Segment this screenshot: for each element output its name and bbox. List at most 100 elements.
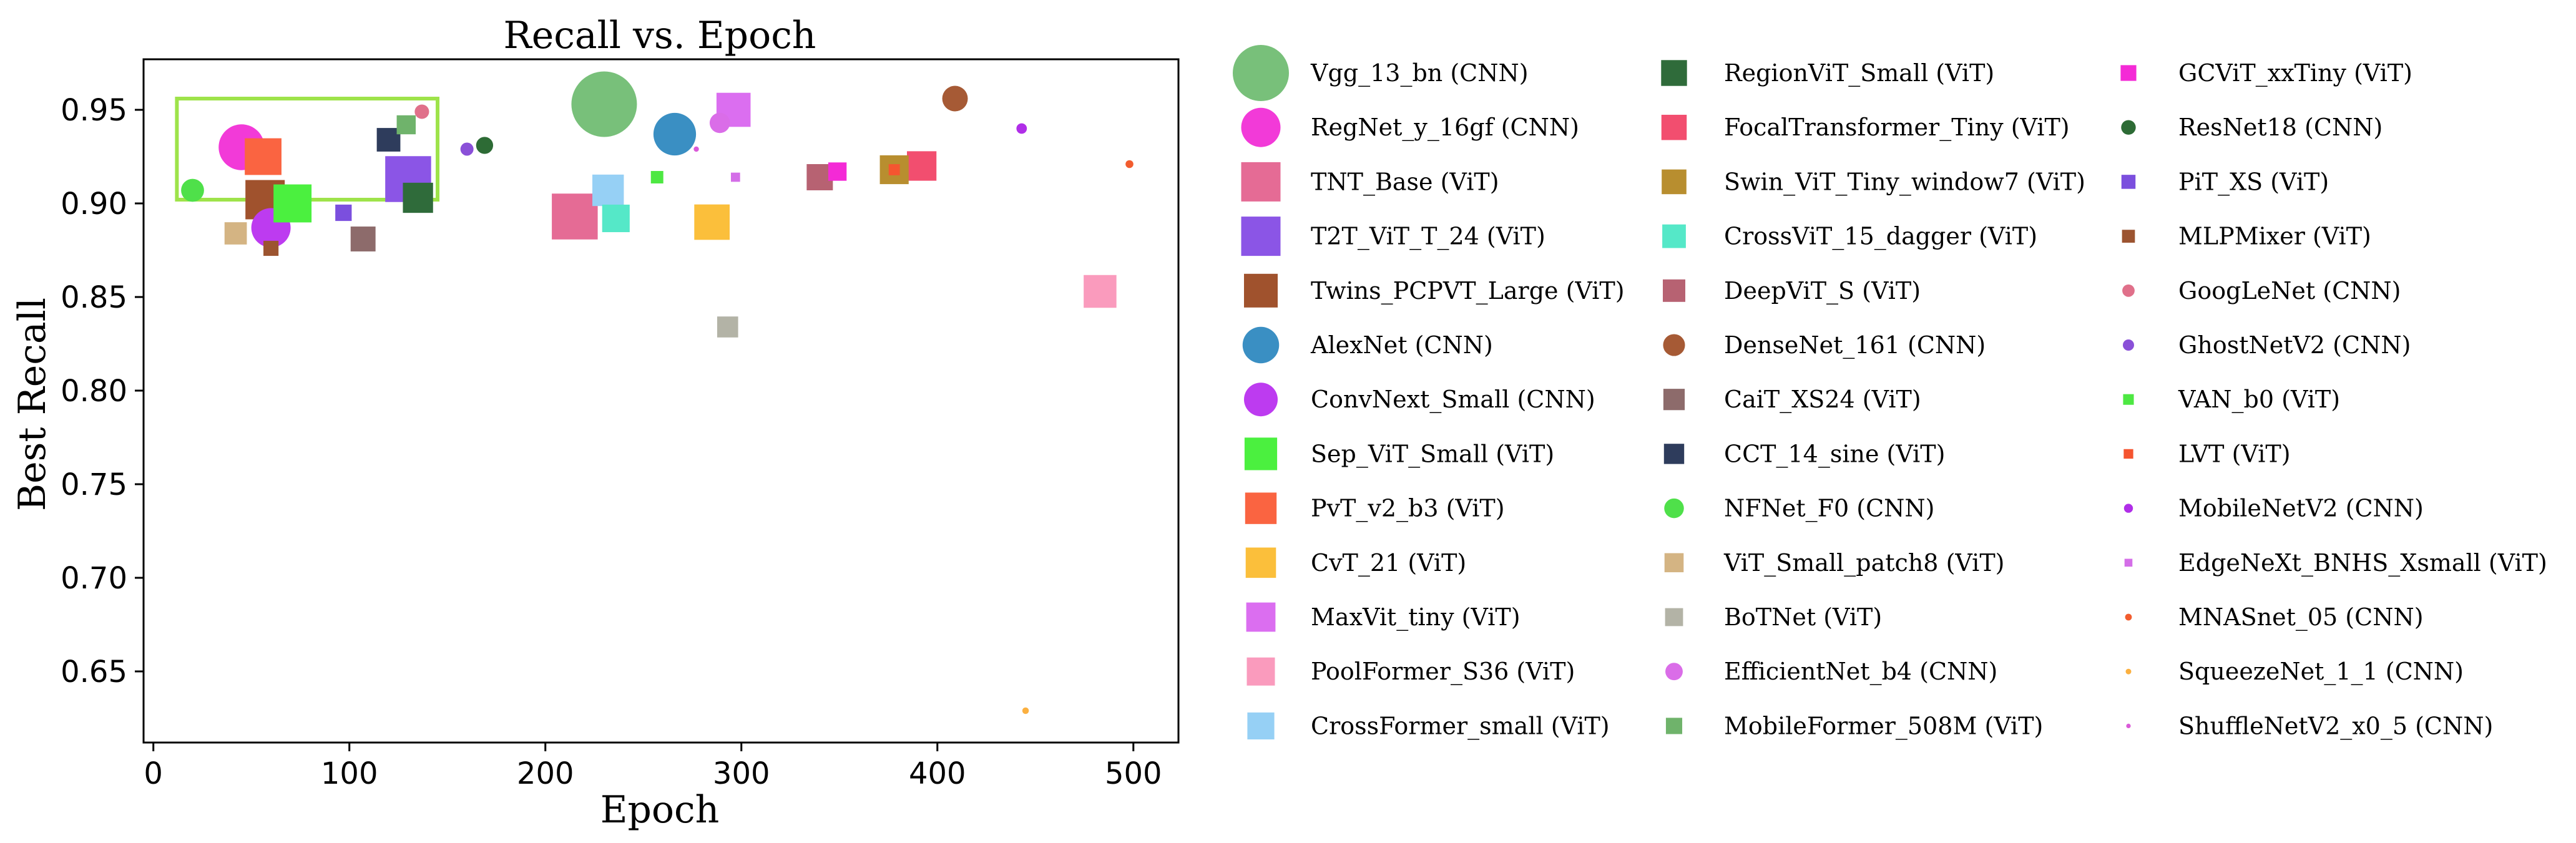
- legend-entry-label: ResNet18 (CNN): [2178, 114, 2383, 141]
- x-tick-label: 400: [909, 756, 966, 791]
- legend-entry-label: PiT_XS (ViT): [2178, 168, 2329, 196]
- legend-marker: [2120, 65, 2137, 81]
- legend-entry-label: Sep_ViT_Small (ViT): [1311, 440, 1554, 468]
- data-point-marker: [571, 71, 637, 137]
- legend-entry-label: Swin_ViT_Tiny_window7 (ViT): [1724, 168, 2085, 196]
- legend-marker: [1241, 107, 1281, 147]
- y-tick-label: 0.90: [61, 187, 127, 222]
- legend-entry-label: TNT_Base (ViT): [1311, 168, 1499, 196]
- data-point-marker: [376, 128, 401, 152]
- legend-marker: [2123, 449, 2133, 459]
- legend-entry-label: EdgeNeXt_BNHS_Xsmall (ViT): [2178, 549, 2547, 577]
- data-point-marker: [592, 174, 624, 207]
- legend-marker: [2123, 504, 2133, 513]
- legend-marker: [1665, 718, 1683, 734]
- y-tick-label: 0.85: [61, 280, 127, 315]
- legend-marker: [1241, 162, 1281, 202]
- legend-marker: [1663, 279, 1685, 302]
- legend-entry-label: GCViT_xxTiny (ViT): [2178, 59, 2412, 87]
- legend-entry-label: CvT_21 (ViT): [1311, 549, 1466, 577]
- legend-entry-label: FocalTransformer_Tiny (ViT): [1724, 114, 2070, 142]
- data-point-marker: [730, 172, 740, 182]
- legend-marker: [1663, 389, 1685, 411]
- data-point-marker: [653, 112, 697, 156]
- y-tick-label: 0.80: [61, 374, 127, 409]
- legend-entry-label: Vgg_13_bn (CNN): [1310, 59, 1529, 87]
- legend-marker: [1662, 224, 1686, 248]
- legend-entry-label: ShuffleNetV2_x0_5 (CNN): [2178, 712, 2493, 740]
- data-point-marker: [888, 164, 900, 175]
- data-point-marker: [460, 142, 474, 156]
- data-point-marker: [717, 316, 738, 338]
- legend-marker: [2121, 120, 2136, 135]
- legend-entry-label: MobileFormer_508M (ViT): [1724, 712, 2043, 740]
- legend-marker: [2126, 723, 2131, 728]
- x-tick-label: 500: [1105, 756, 1162, 791]
- legend-entry-label: PvT_v2_b3 (ViT): [1311, 495, 1505, 523]
- y-tick-label: 0.65: [61, 655, 127, 690]
- legend-marker: [1665, 663, 1683, 681]
- data-point-marker: [414, 104, 429, 119]
- axes-frame: [142, 58, 1180, 744]
- legend-marker: [1241, 217, 1281, 256]
- legend-entry-label: T2T_ViT_T_24 (ViT): [1311, 223, 1545, 251]
- data-point-marker: [396, 115, 416, 135]
- data-point-marker: [273, 184, 312, 223]
- data-point-marker: [1125, 160, 1134, 168]
- y-tick-label: 0.95: [61, 93, 127, 128]
- data-point-marker: [942, 85, 968, 112]
- legend-marker: [2125, 613, 2132, 621]
- legend-marker: [2121, 175, 2136, 189]
- legend-marker: [1663, 444, 1685, 464]
- data-point-marker: [907, 151, 937, 181]
- data-point-marker: [650, 171, 664, 183]
- legend-marker: [1664, 553, 1684, 573]
- data-point-marker: [1084, 275, 1117, 308]
- legend-entry-label: NFNet_F0 (CNN): [1724, 495, 1934, 523]
- legend-entry-label: CCT_14_sine (ViT): [1724, 440, 1945, 468]
- legend-entry-label: CrossViT_15_dagger (ViT): [1724, 223, 2037, 251]
- legend-marker: [2123, 339, 2134, 351]
- data-point-marker: [350, 227, 376, 251]
- legend-marker: [1245, 547, 1276, 578]
- legend: Vgg_13_bn (CNN) RegNet_y_16gf (CNN) TNT_Ba…: [1233, 45, 2547, 740]
- legend-entry-label: GhostNetV2 (CNN): [2178, 331, 2411, 359]
- legend-entry-label: MNASnet_05 (CNN): [2178, 603, 2424, 631]
- legend-marker: [1246, 602, 1276, 632]
- data-point-marker: [476, 137, 494, 154]
- legend-entry-label: MobileNetV2 (CNN): [2178, 495, 2424, 522]
- legend-entry-label: MLPMixer (ViT): [2178, 223, 2371, 250]
- data-point-marker: [245, 138, 282, 175]
- data-point-marker: [693, 146, 699, 152]
- legend-marker: [1664, 498, 1684, 519]
- legend-marker: [1244, 383, 1278, 417]
- legend-marker: [1662, 169, 1687, 195]
- legend-entry-label: GoogLeNet (CNN): [2178, 277, 2401, 305]
- legend-marker: [2122, 230, 2135, 243]
- legend-marker: [1247, 712, 1275, 739]
- legend-marker: [2124, 558, 2133, 567]
- legend-entry-label: PoolFormer_S36 (ViT): [1311, 658, 1575, 686]
- data-point-marker: [602, 204, 630, 233]
- legend-entry-label: CrossFormer_small (ViT): [1311, 712, 1610, 740]
- legend-entry-label: VAN_b0 (ViT): [2178, 386, 2340, 414]
- legend-marker: [1661, 114, 1687, 140]
- legend-marker: [1246, 657, 1275, 686]
- data-point-marker: [335, 204, 352, 222]
- legend-entry-label: DenseNet_161 (CNN): [1724, 331, 1986, 359]
- x-tick-label: 0: [144, 756, 163, 791]
- data-point-marker: [224, 222, 247, 245]
- legend-entry-label: ViT_Small_patch8 (ViT): [1723, 549, 2005, 577]
- legend-entry-label: EfficientNet_b4 (CNN): [1724, 658, 1997, 686]
- y-tick-label: 0.70: [61, 561, 127, 596]
- legend-marker: [2122, 284, 2135, 297]
- data-point-marker: [1022, 707, 1029, 714]
- x-axis-label: Epoch: [600, 788, 720, 832]
- y-tick-label: 0.75: [61, 467, 127, 502]
- data-point-marker: [709, 112, 730, 134]
- legend-entry-label: CaiT_XS24 (ViT): [1724, 386, 1921, 414]
- legend-marker: [2123, 394, 2134, 405]
- legend-entry-label: SqueezeNet_1_1 (CNN): [2178, 658, 2464, 686]
- data-point-marker: [828, 162, 847, 181]
